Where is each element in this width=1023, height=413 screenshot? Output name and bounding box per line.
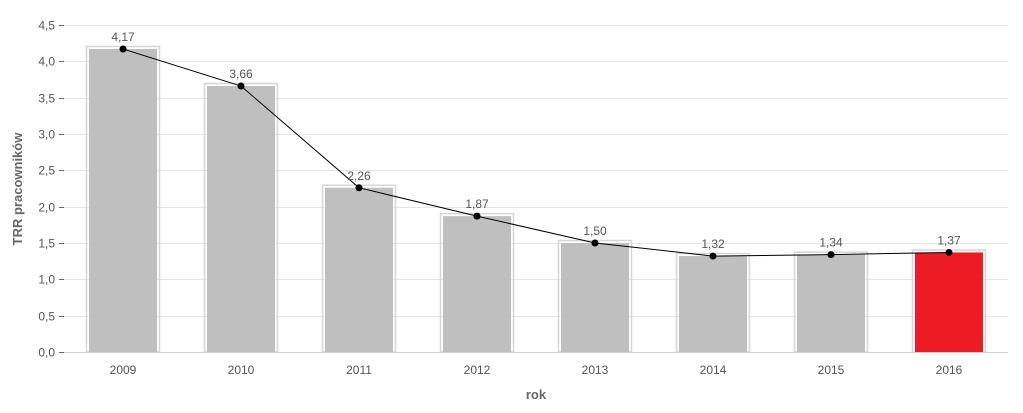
line-marker bbox=[355, 184, 363, 192]
bar bbox=[679, 256, 747, 352]
y-tick-label: 3,0 bbox=[38, 128, 55, 142]
y-tick-label: 1,0 bbox=[38, 273, 55, 287]
bars bbox=[85, 45, 987, 353]
y-tick-label: 2,0 bbox=[38, 201, 55, 215]
bar bbox=[89, 48, 157, 352]
y-tick-label: 3,5 bbox=[38, 92, 55, 106]
line-marker bbox=[473, 212, 481, 220]
trend-line bbox=[122, 48, 950, 257]
x-tick-label: 2010 bbox=[228, 363, 255, 377]
x-tick-label: 2012 bbox=[464, 363, 491, 377]
x-tick-label: 2011 bbox=[346, 363, 372, 377]
x-tick-label: 2016 bbox=[936, 363, 963, 377]
data-labels: 4,17 3,66 2,26 1,87 1,50 1,32 1,34 1,37 bbox=[111, 30, 961, 251]
x-axis-title: rok bbox=[526, 387, 547, 402]
x-tick-label: 2013 bbox=[582, 363, 609, 377]
y-tick-label: 2,5 bbox=[38, 164, 55, 178]
data-label: 1,32 bbox=[701, 237, 725, 251]
line-marker bbox=[945, 248, 953, 256]
y-tick-label: 4,5 bbox=[38, 19, 55, 33]
y-tick-label: 1,5 bbox=[38, 237, 55, 251]
y-axis-title: TRR pracowników bbox=[10, 132, 25, 246]
bar bbox=[325, 187, 393, 352]
trend-line-layer bbox=[119, 45, 953, 260]
line-marker bbox=[709, 252, 717, 260]
data-label: 3,66 bbox=[229, 67, 253, 81]
x-tick-label: 2009 bbox=[110, 363, 137, 377]
x-tick-label: 2015 bbox=[818, 363, 845, 377]
data-label: 2,26 bbox=[347, 169, 371, 183]
y-tick-label: 0,5 bbox=[38, 310, 55, 324]
data-label: 1,50 bbox=[583, 224, 607, 238]
data-label: 1,34 bbox=[819, 236, 843, 250]
bar bbox=[443, 216, 511, 352]
data-label: 1,37 bbox=[937, 233, 961, 247]
axes: 0,0 0,5 1,0 1,5 2,0 2,5 3,0 3,5 4,0 4,5 2009 2010 20… bbox=[38, 19, 1008, 377]
gridlines bbox=[64, 25, 1008, 317]
line-marker bbox=[827, 251, 835, 259]
bar bbox=[207, 86, 275, 352]
bar bbox=[797, 254, 865, 352]
data-label: 1,87 bbox=[465, 197, 489, 211]
line-marker bbox=[591, 239, 599, 247]
line-marker bbox=[119, 45, 127, 53]
bar bbox=[561, 243, 629, 352]
bar-highlight bbox=[915, 252, 983, 352]
x-tick-label: 2014 bbox=[700, 363, 727, 377]
y-tick-label: 4,0 bbox=[38, 55, 55, 69]
line-marker bbox=[237, 82, 245, 90]
y-tick-label: 0,0 bbox=[38, 346, 55, 360]
data-label: 4,17 bbox=[111, 30, 135, 44]
